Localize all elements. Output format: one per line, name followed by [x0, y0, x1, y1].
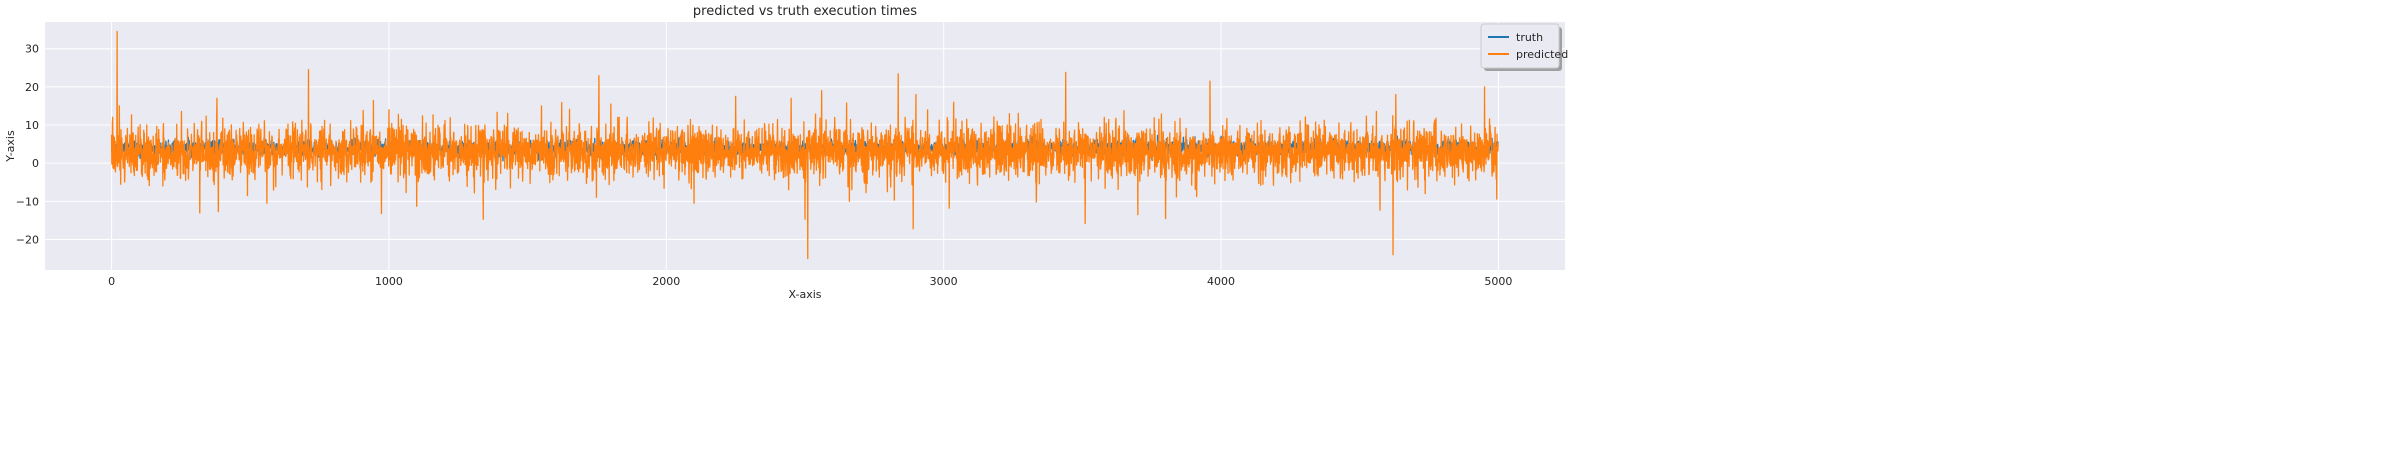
series-layer — [110, 30, 1499, 260]
y-tick-label: 0 — [32, 157, 39, 170]
x-tick-label: 2000 — [652, 275, 680, 288]
legend-entry-predicted: predicted — [1516, 48, 1568, 61]
y-axis-label: Y-axis — [4, 130, 17, 163]
x-tick-label: 4000 — [1207, 275, 1235, 288]
legend-entry-truth: truth — [1516, 31, 1543, 44]
y-tick-label: −10 — [16, 195, 39, 208]
y-tick-label: 30 — [25, 43, 39, 56]
x-tick-label: 5000 — [1484, 275, 1512, 288]
x-tick-label: 3000 — [930, 275, 958, 288]
y-tick-label: 20 — [25, 81, 39, 94]
x-axis-label: X-axis — [789, 288, 822, 301]
tick-labels: 0 1000 2000 3000 4000 5000 −20 −10 0 10 20 30 — [16, 43, 1513, 288]
y-tick-label: −20 — [16, 233, 39, 246]
x-tick-label: 1000 — [375, 275, 403, 288]
legend: truth predicted — [1480, 23, 1568, 71]
series-line-predicted — [110, 30, 1499, 260]
x-tick-label: 0 — [108, 275, 115, 288]
y-tick-label: 10 — [25, 119, 39, 132]
chart-title: predicted vs truth execution times — [693, 4, 917, 19]
